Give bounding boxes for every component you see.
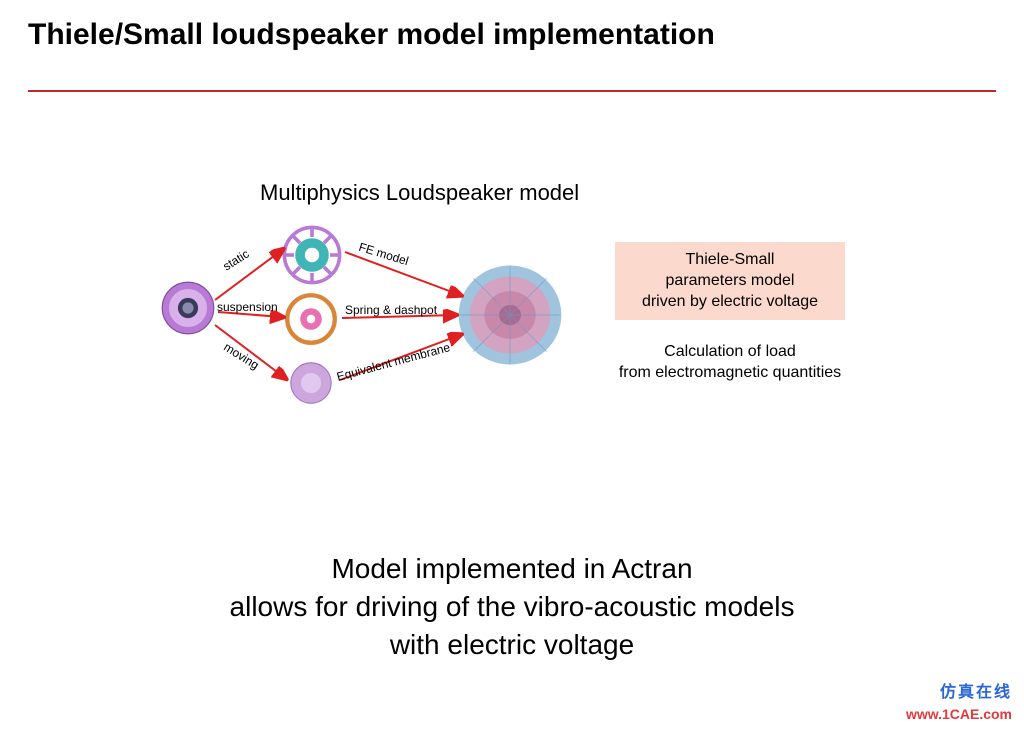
conclusion-line-2: allows for driving of the vibro-acoustic…	[0, 588, 1024, 626]
conclusion-line-1: Model implemented in Actran	[0, 550, 1024, 588]
calc-line-2: from electromagnetic quantities	[595, 363, 865, 384]
box-line-2: parameters model	[629, 271, 831, 292]
diagram-heading: Multiphysics Loudspeaker model	[260, 180, 579, 206]
calculation-text: Calculation of load from electromagnetic…	[595, 342, 865, 384]
calc-line-1: Calculation of load	[595, 342, 865, 363]
diagram-area: Multiphysics Loudspeaker model	[0, 180, 1024, 460]
conclusion-text: Model implemented in Actran allows for d…	[0, 550, 1024, 663]
watermark-url: www.1CAE.com	[906, 706, 1012, 722]
page-title: Thiele/Small loudspeaker model implement…	[28, 18, 715, 52]
watermark-cn: 仿真在线	[940, 678, 1012, 702]
arrow-label-spring-dashpot: Spring & dashpot	[345, 303, 437, 317]
box-line-3: driven by electric voltage	[629, 292, 831, 313]
arrow-label-suspension: suspension	[217, 300, 278, 314]
box-line-1: Thiele-Small	[629, 250, 831, 271]
conclusion-line-3: with electric voltage	[0, 626, 1024, 664]
thiele-small-box: Thiele-Small parameters model driven by …	[615, 242, 845, 320]
title-underline	[28, 90, 996, 92]
